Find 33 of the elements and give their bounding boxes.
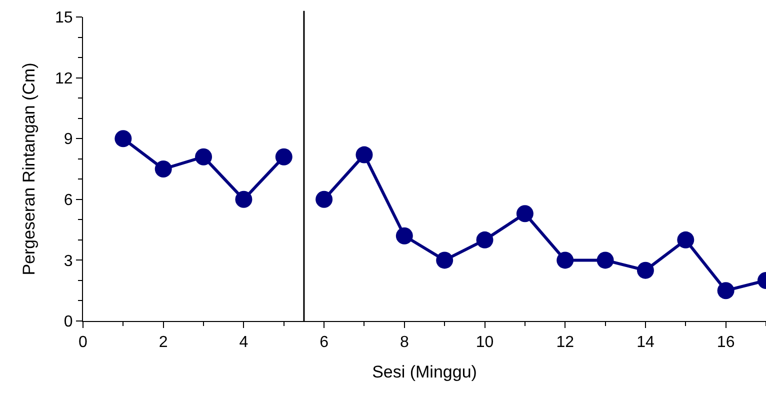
point <box>436 252 454 269</box>
y-tick-label: 6 <box>64 192 73 209</box>
x-tick-label: 0 <box>78 334 88 352</box>
point <box>396 227 413 244</box>
point <box>516 205 534 222</box>
y-tick-label: 3 <box>64 252 73 270</box>
point <box>154 160 172 178</box>
point <box>356 146 373 164</box>
point <box>717 282 734 300</box>
y-axis-title: Pergeseran Rintangan (Cm) <box>20 62 39 276</box>
point <box>596 252 614 269</box>
point <box>235 190 252 208</box>
point <box>114 130 132 148</box>
x-tick-label: 4 <box>239 334 248 352</box>
x-axis-title: Sesi (Minggu) <box>372 362 477 382</box>
point <box>195 148 212 166</box>
point <box>476 231 494 248</box>
x-tick-label: 12 <box>556 334 574 352</box>
x-tick-label: 6 <box>320 334 329 352</box>
x-tick-label: 8 <box>400 334 409 352</box>
point <box>636 262 654 279</box>
x-tick-label: 16 <box>716 334 735 352</box>
y-tick-label: 9 <box>64 131 73 148</box>
point <box>677 231 694 248</box>
point <box>556 252 574 269</box>
x-tick-label: 10 <box>476 334 494 352</box>
x-tick-label: 14 <box>636 334 654 352</box>
y-tick-label: 12 <box>55 70 73 88</box>
y-tick-label: 15 <box>55 10 73 27</box>
point <box>275 148 292 166</box>
y-tick-label: 0 <box>64 314 73 331</box>
x-tick-label: 2 <box>158 334 168 352</box>
point <box>316 190 333 208</box>
